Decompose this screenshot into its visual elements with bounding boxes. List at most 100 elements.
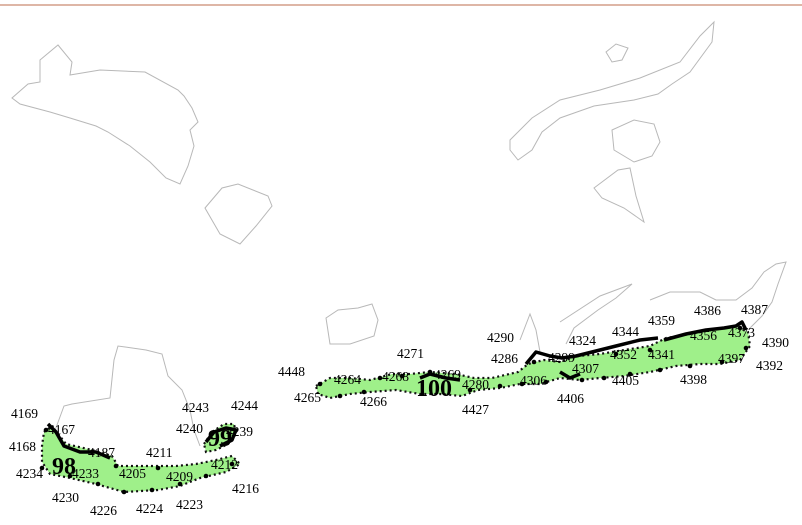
point-4286	[531, 359, 537, 365]
point-4268	[377, 375, 383, 381]
label-4359: 4359	[648, 313, 675, 328]
label-4386: 4386	[694, 303, 721, 318]
coastline-southwest	[46, 422, 111, 460]
label-4356: 4356	[690, 328, 717, 343]
label-4168: 4168	[9, 439, 36, 454]
survey-points	[39, 325, 749, 495]
point-4205	[113, 463, 119, 469]
label-4307: 4307	[572, 361, 599, 376]
coastline-segments	[46, 320, 748, 460]
point-4402	[627, 371, 633, 377]
area-label-99: 99	[208, 426, 232, 452]
point-4223	[149, 487, 155, 493]
point-4212	[229, 461, 235, 467]
label-4209: 4209	[166, 469, 193, 484]
point-4187	[89, 449, 95, 455]
label-4223: 4223	[176, 497, 203, 512]
coastline-islet-99	[204, 426, 238, 448]
coastline-middle-east	[524, 336, 659, 366]
label-4280: 4280	[462, 377, 489, 392]
point-4230	[67, 473, 73, 479]
point-4266	[361, 389, 367, 395]
point-4226	[95, 481, 101, 487]
label-4266: 4266	[360, 394, 387, 409]
label-4271: 4271	[397, 346, 424, 361]
point-4222	[177, 481, 183, 487]
label-4324: 4324	[569, 333, 596, 348]
label-4286: 4286	[491, 351, 518, 366]
label-4233: 4233	[72, 466, 99, 481]
label-4243: 4243	[182, 400, 209, 415]
point-4209	[155, 465, 161, 471]
label-4269: 4269	[434, 367, 461, 382]
outline-upper-peak	[325, 303, 379, 345]
label-4398: 4398	[680, 372, 707, 387]
area-label-98: 98	[52, 454, 76, 480]
outline-northeast-fragment	[605, 43, 629, 63]
label-4167: 4167	[48, 422, 75, 437]
label-4392: 4392	[756, 358, 783, 373]
label-4406: 4406	[557, 391, 584, 406]
label-4187: 4187	[88, 445, 115, 460]
label-4344: 4344	[612, 324, 639, 339]
label-4230: 4230	[52, 490, 79, 505]
label-4373: 4373	[728, 325, 755, 340]
area-100-shape[interactable]	[314, 324, 752, 400]
point-4264	[317, 381, 323, 387]
point-4405	[601, 375, 607, 381]
point-4341	[647, 347, 653, 353]
coastline-middle-100	[419, 372, 461, 382]
point-4397	[719, 359, 725, 365]
label-4240: 4240	[176, 421, 203, 436]
coastline-inner-east	[559, 370, 581, 380]
point-4216	[203, 473, 209, 479]
area-99-shape[interactable]	[202, 422, 238, 454]
outline-ridge-3	[649, 261, 787, 331]
point-4352	[613, 351, 619, 357]
outline-wedge-island	[593, 167, 645, 224]
point-4167	[43, 427, 49, 433]
point-4234	[39, 465, 45, 471]
label-4264: 4264	[334, 372, 361, 387]
point-4307	[543, 379, 549, 385]
point-4427	[497, 383, 503, 389]
outline-northwest-island	[11, 44, 199, 185]
background-outlines	[11, 20, 787, 447]
label-4387: 4387	[741, 302, 768, 317]
point-4265	[337, 393, 343, 399]
area-98-shape[interactable]	[40, 424, 242, 494]
label-4224: 4224	[136, 501, 163, 516]
label-4239: 4239	[226, 424, 253, 439]
label-4265: 4265	[294, 390, 321, 405]
outline-ridge-1	[519, 312, 541, 353]
label-4244: 4244	[231, 398, 258, 413]
point-4390	[743, 345, 749, 351]
label-4212: 4212	[211, 457, 238, 472]
point-4306	[519, 381, 525, 387]
label-4397: 4397	[718, 351, 745, 366]
label-4169: 4169	[11, 406, 38, 421]
label-4226: 4226	[90, 503, 117, 518]
label-4448: 4448	[278, 364, 305, 379]
label-4306: 4306	[520, 373, 547, 388]
label-4205: 4205	[119, 466, 146, 481]
outline-southwest-hill	[49, 345, 201, 447]
point-labels: 4169 4167 4168 4187 4211 4234 4233 4205 …	[9, 302, 789, 518]
label-4405: 4405	[612, 373, 639, 388]
point-4271	[427, 369, 433, 375]
label-4390: 4390	[762, 335, 789, 350]
point-4224	[121, 489, 127, 495]
coastline-east	[663, 320, 748, 342]
label-4268: 4268	[382, 369, 409, 384]
label-4341: 4341	[648, 347, 675, 362]
selected-areas	[40, 324, 752, 494]
label-4234: 4234	[16, 466, 43, 481]
label-4211: 4211	[146, 445, 173, 460]
outline-rectangle-island	[611, 119, 661, 163]
outline-ridge-2	[559, 283, 633, 345]
point-4398	[657, 367, 663, 373]
label-4427: 4427	[462, 402, 489, 417]
point-4396	[687, 363, 693, 369]
point-4269	[399, 373, 405, 379]
